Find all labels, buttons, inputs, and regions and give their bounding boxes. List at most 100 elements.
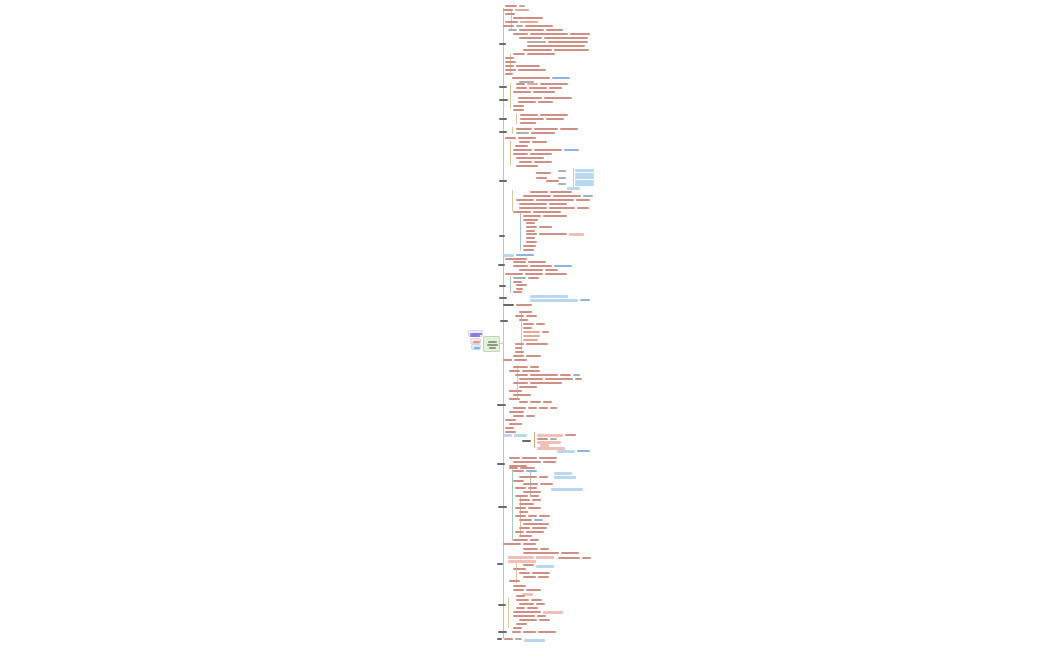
- branch-label[interactable]: [497, 463, 505, 465]
- topic-text[interactable]: [536, 172, 551, 174]
- topic-text[interactable]: [519, 603, 534, 605]
- topic-text[interactable]: [513, 153, 528, 155]
- topic-text[interactable]: [532, 527, 547, 529]
- note-text[interactable]: [527, 41, 546, 43]
- topic-text[interactable]: [516, 595, 525, 597]
- topic-text[interactable]: [513, 366, 528, 368]
- highlighted-node[interactable]: [543, 611, 563, 614]
- topic-text[interactable]: [529, 87, 547, 89]
- topic-text[interactable]: [528, 261, 546, 263]
- topic-text[interactable]: [513, 291, 522, 293]
- topic-text[interactable]: [505, 61, 516, 63]
- topic-text[interactable]: [519, 386, 537, 388]
- branch-label[interactable]: [497, 563, 503, 565]
- topic-text[interactable]: [528, 515, 537, 517]
- topic-text[interactable]: [505, 73, 513, 75]
- subtopic-highlight[interactable]: [515, 9, 529, 11]
- topic-text[interactable]: [515, 145, 528, 147]
- topic-text[interactable]: [543, 215, 567, 217]
- topic-text[interactable]: [505, 273, 523, 275]
- topic-text[interactable]: [544, 37, 588, 39]
- topic-text[interactable]: [540, 114, 568, 116]
- topic-text[interactable]: [526, 343, 548, 345]
- topic-text[interactable]: [513, 261, 526, 263]
- link-text[interactable]: [526, 470, 537, 472]
- topic-text[interactable]: [520, 118, 544, 120]
- topic-text[interactable]: [523, 576, 536, 578]
- topic-text[interactable]: [523, 631, 536, 633]
- topic-text[interactable]: [554, 49, 589, 51]
- topic-text[interactable]: [522, 457, 537, 459]
- topic-text[interactable]: [549, 87, 562, 89]
- subtopic-highlight[interactable]: [523, 331, 540, 333]
- topic-text[interactable]: [509, 423, 522, 425]
- topic-text[interactable]: [526, 237, 535, 239]
- link-text[interactable]: [564, 149, 579, 151]
- topic-text[interactable]: [526, 222, 535, 224]
- topic-text[interactable]: [513, 53, 525, 55]
- topic-text[interactable]: [513, 585, 526, 587]
- topic-text[interactable]: [505, 258, 527, 260]
- topic-text[interactable]: [519, 503, 534, 505]
- note-text[interactable]: [558, 170, 566, 172]
- topic-text[interactable]: [526, 226, 537, 228]
- hyperlink-node[interactable]: [567, 187, 580, 190]
- topic-text[interactable]: [530, 191, 548, 193]
- topic-text[interactable]: [528, 407, 537, 409]
- topic-text[interactable]: [523, 245, 536, 247]
- topic-text[interactable]: [519, 499, 530, 501]
- central-topic-node[interactable]: [483, 336, 500, 352]
- topic-text[interactable]: [532, 499, 541, 501]
- topic-text[interactable]: [528, 487, 537, 489]
- legend-blue-node[interactable]: [471, 344, 481, 350]
- topic-text[interactable]: [513, 355, 524, 357]
- topic-text[interactable]: [513, 265, 528, 267]
- hyperlink-node[interactable]: [575, 180, 594, 183]
- topic-text[interactable]: [519, 161, 532, 163]
- topic-text[interactable]: [503, 543, 521, 545]
- note-text[interactable]: [519, 81, 534, 83]
- topic-text[interactable]: [515, 351, 524, 353]
- topic-text[interactable]: [523, 49, 552, 51]
- topic-text[interactable]: [575, 378, 582, 380]
- topic-text[interactable]: [509, 467, 518, 469]
- topic-text[interactable]: [549, 207, 575, 209]
- topic-text[interactable]: [509, 411, 524, 413]
- topic-text[interactable]: [577, 207, 589, 209]
- link-text[interactable]: [516, 254, 534, 256]
- topic-text[interactable]: [516, 304, 532, 306]
- topic-text[interactable]: [542, 331, 549, 333]
- topic-text[interactable]: [513, 589, 524, 591]
- topic-text[interactable]: [513, 568, 526, 570]
- topic-text[interactable]: [530, 539, 539, 541]
- topic-text[interactable]: [513, 394, 531, 396]
- hyperlink-node[interactable]: [554, 476, 576, 479]
- topic-text[interactable]: [516, 599, 529, 601]
- topic-text[interactable]: [526, 355, 541, 357]
- topic-text[interactable]: [523, 327, 532, 329]
- topic-text[interactable]: [565, 434, 576, 436]
- topic-text[interactable]: [545, 269, 558, 271]
- topic-text[interactable]: [540, 83, 568, 85]
- hyperlink-node[interactable]: [536, 565, 554, 568]
- topic-text[interactable]: [519, 203, 547, 205]
- hyperlink-node[interactable]: [530, 295, 568, 298]
- topic-text[interactable]: [520, 114, 538, 116]
- note-text[interactable]: [550, 438, 557, 440]
- topic-text[interactable]: [505, 69, 516, 71]
- topic-text[interactable]: [513, 615, 535, 617]
- topic-text[interactable]: [513, 33, 528, 35]
- topic-text[interactable]: [509, 398, 520, 400]
- topic-text[interactable]: [558, 557, 580, 559]
- topic-text[interactable]: [526, 531, 544, 533]
- topic-text[interactable]: [519, 378, 543, 380]
- topic-text[interactable]: [539, 233, 567, 235]
- topic-text[interactable]: [509, 465, 527, 467]
- topic-text[interactable]: [543, 461, 556, 463]
- topic-text[interactable]: [509, 580, 520, 582]
- topic-text[interactable]: [505, 431, 516, 433]
- topic-text[interactable]: [515, 487, 526, 489]
- topic-text[interactable]: [523, 323, 534, 325]
- topic-text[interactable]: [516, 157, 544, 159]
- hyperlink-node[interactable]: [524, 639, 545, 642]
